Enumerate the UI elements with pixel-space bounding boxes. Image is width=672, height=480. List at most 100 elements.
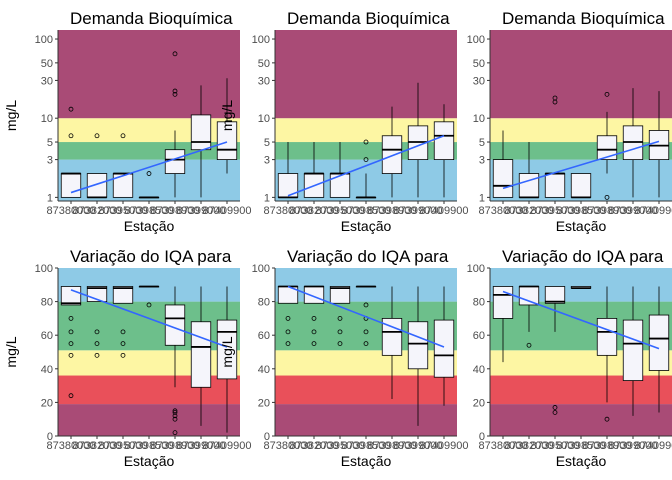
y-tick-label: 40 (41, 364, 53, 376)
y-tick-label: 100 (252, 34, 270, 46)
y-tick-label: 3 (479, 155, 485, 167)
chart-panel-5: 0204060801008738000087382000873950008739… (219, 247, 468, 469)
outlier-point (68, 106, 74, 112)
y-tick-label: 40 (473, 364, 485, 376)
x-tick-label: 87409900 (635, 205, 672, 217)
y-axis-title: mg/L (219, 336, 235, 367)
box-87398500 (138, 285, 160, 308)
outlier-point (94, 352, 100, 358)
y-tick-label: 50 (41, 58, 53, 70)
quality-band (490, 142, 672, 160)
box-body (648, 314, 670, 371)
quality-band (58, 159, 240, 201)
y-tick-label: 50 (258, 58, 270, 70)
y-axis-title: mg/L (3, 100, 19, 131)
y-tick-label: 30 (41, 75, 53, 87)
quality-band (58, 30, 240, 119)
box-87409900 (433, 286, 455, 406)
quality-band (275, 350, 457, 376)
y-tick-label: 0 (47, 431, 53, 443)
x-tick-label: 87380000 (264, 440, 313, 452)
x-tick-label: 87399000 (177, 440, 226, 452)
box-87380000 (277, 285, 299, 347)
y-tick-label: 0 (479, 431, 485, 443)
x-tick-label: 87398500 (342, 440, 391, 452)
x-tick-label: 87380000 (264, 205, 313, 217)
x-tick-label: 87409900 (203, 440, 252, 452)
outlier-point (94, 329, 100, 335)
box-body (381, 135, 403, 174)
x-tick-label: 87398500 (125, 205, 174, 217)
quality-band (275, 268, 457, 302)
outlier-point (94, 133, 100, 139)
x-tick-label: 87399000 (177, 205, 226, 217)
quality-band (275, 375, 457, 405)
x-tick-label: 87399000 (609, 440, 658, 452)
box-87380000 (492, 130, 514, 198)
box-87409900 (216, 78, 238, 174)
quality-band (275, 301, 457, 351)
x-tick-label: 87380000 (479, 440, 528, 452)
box-87395000 (112, 133, 134, 198)
box-87399000 (190, 286, 212, 426)
x-tick-label: 87382000 (73, 440, 122, 452)
box-87399000 (622, 286, 644, 416)
box-body (60, 173, 82, 198)
outlier-point (311, 329, 317, 335)
box-body (492, 286, 514, 319)
box-body (433, 121, 455, 160)
quality-band (275, 142, 457, 160)
box-87382000 (86, 133, 108, 199)
quality-band (58, 118, 240, 143)
outlier-point (120, 329, 126, 335)
y-tick-label: 100 (35, 34, 53, 46)
y-tick-label: 3 (47, 155, 53, 167)
quality-band (58, 404, 240, 436)
outlier-point (604, 194, 610, 200)
outlier-point (311, 315, 317, 321)
quality-band (275, 404, 457, 436)
outlier-point (604, 416, 610, 422)
x-axis-title: Estação (556, 453, 607, 469)
trend-line (287, 135, 445, 197)
quality-band (58, 301, 240, 351)
box-body (544, 286, 566, 304)
outlier-point (337, 341, 343, 347)
chart-title: Variação do IQA para (287, 247, 449, 266)
trend-line (502, 290, 660, 350)
box-body (329, 173, 351, 198)
outlier-point (552, 95, 558, 101)
outlier-point (68, 352, 74, 358)
x-tick-label: 87382000 (73, 205, 122, 217)
x-tick-label: 87380000 (47, 440, 96, 452)
quality-band (275, 30, 457, 119)
x-axis-title: Estação (556, 218, 607, 234)
x-tick-label: 87398900 (368, 440, 417, 452)
box-body (622, 319, 644, 381)
y-tick-label: 80 (473, 297, 485, 309)
outlier-point (172, 410, 178, 415)
box-body (492, 159, 514, 198)
chart-title: Variação do IQA para (502, 247, 664, 266)
outlier-point (363, 329, 369, 335)
box-87409900 (433, 104, 455, 198)
outlier-point (172, 413, 178, 419)
x-tick-label: 87395000 (99, 440, 148, 452)
box-87398900 (381, 106, 403, 198)
y-tick-label: 80 (258, 297, 270, 309)
outlier-point (363, 157, 369, 162)
x-tick-label: 87395000 (531, 205, 580, 217)
box-body (112, 286, 134, 304)
box-body (216, 319, 238, 380)
x-tick-label: 87398900 (151, 440, 200, 452)
y-tick-label: 20 (258, 397, 270, 409)
quality-band (490, 118, 672, 143)
outlier-point (604, 91, 610, 97)
chart-title: Demanda Bioquímica (287, 9, 450, 28)
box-87395000 (112, 286, 134, 358)
y-tick-label: 10 (258, 113, 270, 125)
chart-panel-1: 1351030501008738000087382000873950008739… (3, 9, 251, 234)
x-tick-label: 87398500 (557, 440, 606, 452)
y-tick-label: 40 (258, 364, 270, 376)
box-body (190, 321, 212, 388)
